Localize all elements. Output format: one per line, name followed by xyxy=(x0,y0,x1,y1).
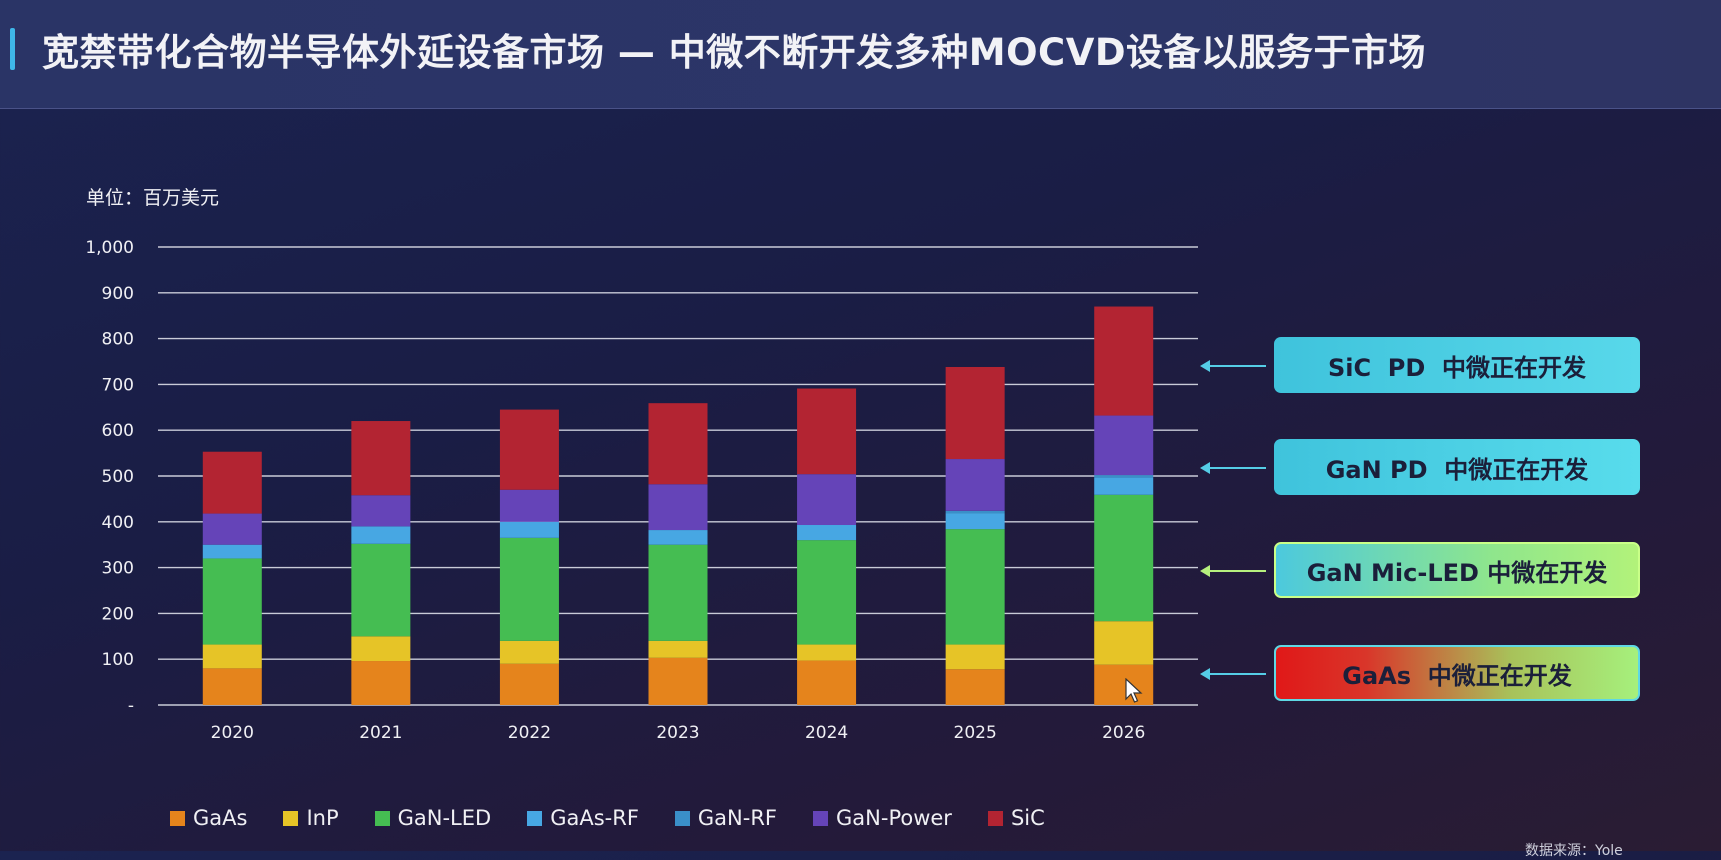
bar-segment-gan-led-2023 xyxy=(648,544,708,641)
bar-segment-gaas-rf-2022 xyxy=(499,521,559,538)
y-tick-label: 600 xyxy=(102,421,134,441)
legend-swatch xyxy=(527,810,543,826)
bar-segment-gan-power-2025 xyxy=(945,459,1005,511)
legend-item-gan-led: GaN-LED xyxy=(374,806,492,830)
bar-segment-gaas-rf-2023 xyxy=(648,530,708,545)
bar-segment-gaas-2025 xyxy=(945,669,1005,705)
bar-segment-sic-2020 xyxy=(202,451,262,514)
legend-item-gan-power: GaN-Power xyxy=(813,806,952,830)
legend-label: GaN-RF xyxy=(697,806,778,830)
bar-segment-sic-2022 xyxy=(499,409,559,490)
legend-label: GaAs-RF xyxy=(550,806,639,830)
callout-sic-pd: SiC PD 中微正在开发 xyxy=(1274,337,1640,393)
bar-segment-sic-2023 xyxy=(648,403,708,485)
callout-arrow-3 xyxy=(1200,565,1266,577)
bar-segment-gan-power-2026 xyxy=(1094,415,1154,476)
bar-segment-sic-2021 xyxy=(351,421,411,496)
bar-segment-gaas-2024 xyxy=(797,660,857,705)
bar-segment-gan-power-2023 xyxy=(648,484,708,531)
x-tick-label: 2024 xyxy=(805,723,848,743)
callout-gan-micled: GaN Mic-LED 中微在开发 xyxy=(1274,542,1640,598)
bar-segment-inp-2025 xyxy=(945,644,1005,670)
bar-segment-gaas-2022 xyxy=(499,663,559,705)
y-tick-label: 200 xyxy=(102,604,134,624)
x-tick-label: 2025 xyxy=(954,723,997,743)
bar-segment-gan-power-2022 xyxy=(499,489,559,522)
y-tick-label: - xyxy=(128,696,134,716)
bar-segment-gaas-2023 xyxy=(648,657,708,705)
mouse-cursor-icon xyxy=(1125,678,1143,703)
page-title: 宽禁带化合物半导体外延设备市场 — 中微不断开发多种MOCVD设备以服务于市场 xyxy=(42,31,1427,74)
legend-swatch xyxy=(813,810,829,826)
bar-segment-gan-power-2024 xyxy=(797,474,857,526)
bar-segment-gan-led-2026 xyxy=(1094,494,1154,622)
y-tick-label: 1,000 xyxy=(85,238,134,258)
unit-label: 单位：百万美元 xyxy=(86,187,220,209)
y-tick-label: 500 xyxy=(102,467,134,487)
x-tick-label: 2021 xyxy=(359,723,402,743)
callout-arrow-1 xyxy=(1200,360,1266,372)
legend-label: SiC xyxy=(1010,806,1045,830)
legend-label: InP xyxy=(306,806,339,830)
chart-legend: GaAs InP GaN-LED GaAs-RF GaN-RF GaN-Power SiC xyxy=(170,803,1045,833)
y-tick-label: 900 xyxy=(102,284,134,304)
legend-item-gaas-rf: GaAs-RF xyxy=(527,806,639,830)
legend-item-gan-rf: GaN-RF xyxy=(674,806,778,830)
bar-segment-inp-2022 xyxy=(499,640,559,664)
legend-label: GaN-Power xyxy=(836,806,952,830)
bar-segment-gan-led-2022 xyxy=(499,537,559,641)
bar-segment-gaas-rf-2024 xyxy=(797,525,857,541)
y-tick-label: 700 xyxy=(102,375,134,395)
legend-item-sic: SiC xyxy=(987,806,1045,830)
bar-segment-inp-2023 xyxy=(648,640,708,658)
x-tick-label: 2026 xyxy=(1102,723,1145,743)
source-note: 数据来源：Yole xyxy=(1525,843,1623,859)
legend-item-inp: InP xyxy=(283,806,339,830)
x-tick-label: 2023 xyxy=(656,723,699,743)
header: 宽禁带化合物半导体外延设备市场 — 中微不断开发多种MOCVD设备以服务于市场 xyxy=(0,0,1721,109)
legend-swatch xyxy=(170,810,185,826)
bar-segment-gaas-rf-2021 xyxy=(351,526,411,544)
header-accent-bar xyxy=(10,28,15,70)
legend-item-gaas: GaAs xyxy=(170,806,247,830)
y-tick-label: 800 xyxy=(102,330,134,350)
y-tick-label: 100 xyxy=(102,650,134,670)
bar-segment-sic-2025 xyxy=(945,366,1005,460)
bar-segment-inp-2026 xyxy=(1094,621,1154,665)
bar-segment-gan-rf-2025 xyxy=(945,510,1005,514)
callout-gan-pd: GaN PD 中微正在开发 xyxy=(1274,439,1640,495)
legend-label: GaAs xyxy=(193,806,248,830)
bar-segment-gaas-2026 xyxy=(1094,664,1154,705)
callout-arrow-2 xyxy=(1200,462,1266,474)
legend-swatch xyxy=(674,810,690,826)
bar-segment-gan-power-2021 xyxy=(351,495,411,527)
legend-label: GaN-LED xyxy=(397,806,492,830)
bar-segment-inp-2024 xyxy=(797,644,857,661)
y-tick-label: 300 xyxy=(102,559,134,579)
y-tick-label: 400 xyxy=(102,513,134,533)
legend-swatch xyxy=(987,810,1003,826)
bar-segment-gaas-2020 xyxy=(202,668,262,705)
bar-segment-sic-2024 xyxy=(797,388,857,475)
bar-segment-gan-led-2020 xyxy=(202,558,262,645)
bar-segment-gan-led-2024 xyxy=(797,540,857,645)
callout-arrow-4 xyxy=(1200,668,1266,680)
bar-segment-gaas-2021 xyxy=(351,661,411,705)
legend-swatch xyxy=(283,810,299,826)
bar-segment-gaas-rf-2025 xyxy=(945,513,1005,530)
bar-segment-gan-rf-2026 xyxy=(1094,475,1154,478)
bar-segment-inp-2021 xyxy=(351,636,411,662)
bar-segment-sic-2026 xyxy=(1094,306,1154,416)
bar-segment-gaas-rf-2026 xyxy=(1094,477,1154,495)
bar-segment-gaas-rf-2020 xyxy=(202,544,262,559)
legend-swatch xyxy=(374,810,390,826)
bar-segment-gan-power-2020 xyxy=(202,513,262,545)
callout-gaas: GaAs 中微正在开发 xyxy=(1274,645,1640,701)
x-tick-label: 2020 xyxy=(211,723,254,743)
bar-segment-inp-2020 xyxy=(202,644,262,669)
x-tick-label: 2022 xyxy=(508,723,551,743)
bar-segment-gan-led-2021 xyxy=(351,543,411,637)
bar-segment-gan-led-2025 xyxy=(945,529,1005,645)
